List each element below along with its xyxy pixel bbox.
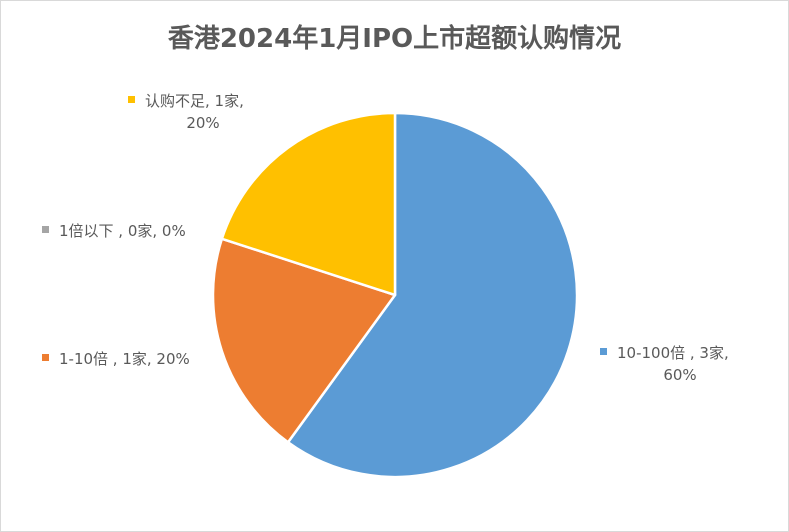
pie-slices bbox=[211, 111, 579, 479]
slice-label-text-line1: 1-10倍 , 1家, 20% bbox=[59, 350, 190, 368]
slice-label-text-line2: 20% bbox=[186, 114, 220, 132]
pie-slice-1 bbox=[211, 237, 397, 444]
slice-marker-under-1x bbox=[42, 226, 49, 233]
slice-marker-10-100x bbox=[600, 348, 607, 355]
slice-label-text-line1: 认购不足, 1家, bbox=[145, 92, 244, 110]
slice-label-text-line1: 10-100倍 , 3家, bbox=[617, 344, 729, 362]
slice-label-under-1x: 1倍以下 , 0家, 0% bbox=[42, 220, 232, 242]
chart-title: 香港2024年1月IPO上市超额认购情况 bbox=[167, 24, 622, 54]
pie-slice-0 bbox=[286, 111, 579, 479]
slice-label-text-line1: 1倍以下 , 0家, 0% bbox=[59, 222, 186, 240]
slice-label-10-100x: 10-100倍 , 3家, 60% bbox=[600, 342, 760, 386]
slice-label-1-10x: 1-10倍 , 1家, 20% bbox=[42, 348, 232, 370]
slice-label-text-line2: 60% bbox=[663, 366, 697, 384]
slice-marker-undersubscribed bbox=[128, 96, 135, 103]
pie-slice-3 bbox=[220, 111, 397, 297]
slice-label-undersubscribed: 认购不足, 1家, 20% bbox=[128, 90, 278, 134]
slice-marker-1-10x bbox=[42, 354, 49, 361]
